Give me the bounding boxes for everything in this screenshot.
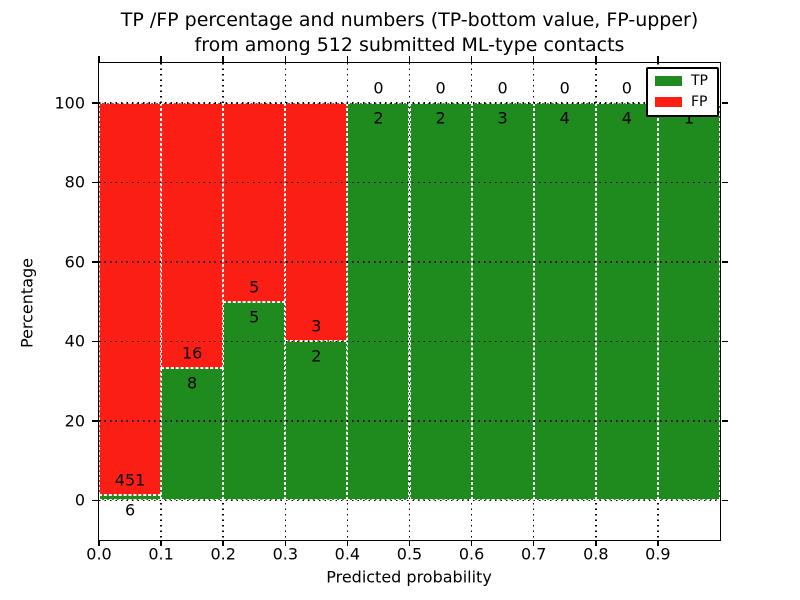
y-tick	[91, 261, 98, 263]
y-tick	[91, 499, 98, 501]
fp-count-label: 5	[249, 277, 260, 296]
x-tick	[284, 540, 287, 546]
fp-count-label: 3	[311, 316, 322, 336]
tp-count-label: 5	[249, 307, 260, 326]
y-tick-right	[721, 340, 728, 342]
tp-bar-segment	[595, 102, 658, 501]
x-axis-label: Predicted probability	[326, 567, 492, 587]
fp-count-label: 16	[181, 343, 203, 363]
x-tick-label: 0.5	[396, 544, 423, 564]
x-tick	[222, 540, 224, 546]
x-tick	[160, 540, 162, 546]
fp-bar-segment	[99, 102, 162, 496]
fp-bar-segment	[285, 102, 348, 342]
fp-bar-segment	[161, 102, 224, 368]
x-tick-label: 0.1	[148, 544, 174, 564]
tp-count-label: 2	[311, 346, 322, 366]
x-tick-label: 0.3	[272, 544, 299, 564]
y-tick-label: 60	[64, 252, 85, 272]
tp-bar-segment	[533, 102, 596, 501]
tp-bar-segment	[471, 102, 534, 501]
tp-count-label: 8	[187, 373, 198, 393]
tp-count-label: 1	[683, 108, 695, 128]
legend: TP FP	[646, 67, 719, 117]
x-tick	[657, 540, 659, 546]
x-tick-top	[160, 55, 162, 62]
y-tick-label: 20	[64, 411, 85, 431]
x-tick-top	[98, 55, 100, 62]
fp-count-label: 0	[497, 78, 508, 98]
y-gridline	[99, 499, 720, 501]
x-tick-label: 0.9	[645, 544, 671, 564]
fp-bar-segment	[223, 102, 286, 302]
y-gridline	[99, 261, 720, 263]
tp-count-label: 3	[497, 108, 508, 128]
tp-bar-segment	[657, 102, 720, 501]
legend-tp-swatch	[655, 76, 682, 86]
y-tick-right	[721, 420, 728, 422]
y-tick	[91, 420, 98, 422]
y-tick-label: 80	[64, 172, 85, 192]
chart-title: TP /FP percentage and numbers (TP-bottom…	[99, 8, 720, 58]
tp-count-label: 2	[435, 108, 446, 128]
x-tick	[470, 540, 473, 546]
x-tick-label: 0.7	[520, 544, 547, 564]
y-tick	[91, 340, 98, 342]
y-tick-right	[721, 261, 728, 263]
y-tick-right	[721, 499, 728, 501]
tp-count-label: 4	[621, 108, 632, 128]
tp-bar-segment	[223, 301, 286, 501]
y-gridline	[99, 181, 720, 183]
y-tick-right	[721, 181, 728, 183]
fp-count-label: 0	[559, 78, 570, 98]
x-tick-label: 0.2	[210, 544, 236, 564]
x-tick-top	[222, 55, 224, 62]
y-gridline	[99, 420, 720, 422]
tp-bar-segment	[347, 102, 410, 501]
tp-bar-segment	[409, 102, 472, 501]
x-tick-top	[532, 55, 535, 62]
x-tick-top	[346, 55, 349, 62]
y-tick-right	[721, 102, 728, 104]
tp-bar-segment	[161, 367, 224, 501]
y-tick-label: 0	[74, 490, 85, 510]
tp-count-label: 2	[373, 108, 384, 128]
x-tick-label: 0.8	[583, 544, 609, 564]
x-tick-top	[408, 55, 411, 62]
x-tick-label: 0.6	[458, 544, 485, 564]
legend-entry-tp: TP	[655, 74, 708, 88]
title-line-1: TP /FP percentage and numbers (TP-bottom…	[120, 9, 699, 31]
x-tick	[408, 540, 411, 546]
x-tick-top	[470, 55, 473, 62]
legend-tp-label: TP	[691, 73, 708, 89]
x-tick	[532, 540, 535, 546]
tp-count-label: 6	[124, 500, 136, 520]
x-tick	[346, 540, 349, 546]
title-line-2: from among 512 submitted ML-type contact…	[194, 34, 625, 56]
fp-count-label: 0	[621, 78, 632, 98]
tp-count-label: 4	[559, 108, 570, 128]
y-tick-label: 100	[54, 93, 85, 113]
y-tick	[91, 181, 98, 183]
x-tick	[595, 540, 597, 546]
y-tick-label: 40	[64, 331, 85, 351]
x-tick-top	[284, 55, 287, 62]
y-gridline	[99, 102, 720, 104]
y-gridline	[99, 340, 720, 342]
legend-entry-fp: FP	[655, 95, 708, 109]
y-tick	[91, 102, 98, 104]
x-tick-label: 0.0	[86, 544, 112, 564]
plot-area: Predicted probability Percentage TP FP 4…	[18, 55, 728, 587]
legend-fp-swatch	[655, 97, 682, 107]
x-tick-label: 0.4	[334, 544, 361, 564]
fp-count-label: 0	[373, 78, 384, 98]
x-tick-top	[657, 55, 659, 62]
x-tick	[98, 540, 100, 546]
fp-count-label: 451	[114, 470, 146, 490]
x-tick-top	[595, 55, 597, 62]
fp-count-label: 0	[435, 78, 446, 98]
legend-fp-label: FP	[691, 94, 708, 110]
